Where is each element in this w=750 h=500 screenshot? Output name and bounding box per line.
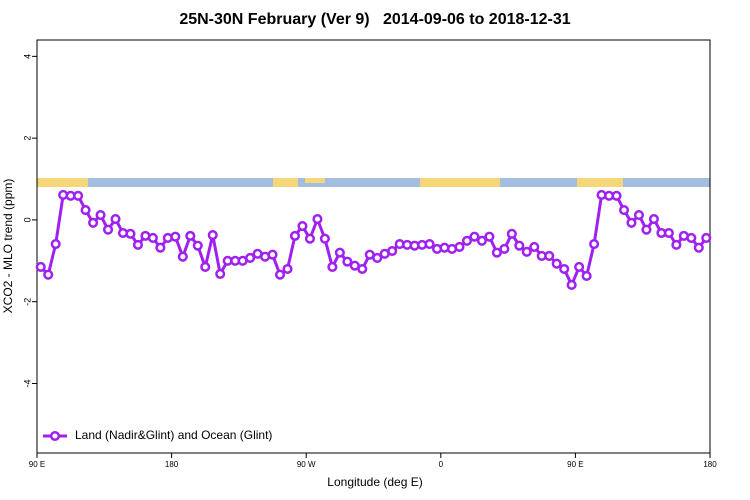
data-point xyxy=(192,240,203,251)
legend-marker xyxy=(49,430,61,442)
data-point xyxy=(566,279,577,290)
data-point xyxy=(618,205,630,216)
data-point xyxy=(581,270,592,281)
data-point xyxy=(200,261,211,272)
y-tick-label: 4 xyxy=(22,54,32,59)
data-point xyxy=(110,214,121,225)
y-tick-label: -4 xyxy=(22,379,32,387)
land-band xyxy=(577,178,623,187)
x-axis-label: Longitude (deg E) xyxy=(327,475,422,489)
data-point xyxy=(671,239,682,250)
data-point xyxy=(125,228,136,239)
data-point xyxy=(312,214,323,225)
data-point xyxy=(319,233,330,244)
data-point xyxy=(499,243,510,255)
land-band xyxy=(37,178,88,187)
land-band xyxy=(273,178,298,187)
data-point xyxy=(267,249,278,260)
y-axis-label: XCO2 - MLO trend (ppm) xyxy=(1,179,15,314)
data-point xyxy=(686,232,697,243)
data-point xyxy=(454,241,465,252)
data-point xyxy=(245,252,256,263)
legend-label: Land (Nadir&Glint) and Ocean (Glint) xyxy=(75,428,272,442)
x-tick-label: 180 xyxy=(703,460,717,469)
data-point xyxy=(297,221,308,232)
data-point xyxy=(491,247,502,258)
data-point xyxy=(611,190,622,201)
data-point xyxy=(469,231,480,242)
x-tick-label: 0 xyxy=(439,460,444,469)
land-band xyxy=(420,178,500,187)
data-point xyxy=(589,238,600,250)
data-point xyxy=(357,263,368,275)
data-point xyxy=(521,246,532,257)
data-point xyxy=(215,268,226,279)
data-point xyxy=(387,245,398,257)
data-point xyxy=(95,209,106,221)
data-point xyxy=(476,235,487,246)
ocean-band xyxy=(37,178,710,187)
data-point xyxy=(327,261,338,272)
data-point xyxy=(574,261,585,272)
data-point xyxy=(147,232,158,243)
x-tick-label: 90 W xyxy=(297,460,316,469)
data-point xyxy=(35,261,46,272)
data-point xyxy=(641,224,652,235)
y-tick-label: -2 xyxy=(22,298,32,306)
chart-title: 25N-30N February (Ver 9) 2014-09-06 to 2… xyxy=(179,11,570,28)
data-point xyxy=(43,269,54,280)
x-tick-label: 180 xyxy=(165,460,179,469)
data-point xyxy=(551,258,562,269)
data-point xyxy=(282,263,293,275)
data-point xyxy=(334,247,345,258)
land-band xyxy=(305,178,325,183)
x-tick-label: 90 E xyxy=(29,460,45,469)
data-point xyxy=(424,238,435,250)
data-point xyxy=(529,241,540,252)
data-point xyxy=(274,269,286,280)
y-tick-label: 2 xyxy=(22,136,32,141)
data-point xyxy=(304,233,315,244)
data-point xyxy=(514,240,525,251)
land-ocean-strip xyxy=(37,178,710,187)
data-point xyxy=(626,217,637,228)
x-tick-label: 90 E xyxy=(567,460,583,469)
data-point xyxy=(342,256,353,267)
data-point xyxy=(155,242,166,253)
data-point xyxy=(372,252,383,263)
data-point xyxy=(185,230,196,241)
data-point xyxy=(50,238,61,250)
plot-frame xyxy=(36,39,711,454)
data-point xyxy=(289,230,301,241)
data-point xyxy=(633,209,645,221)
data-point xyxy=(648,214,659,225)
data-point xyxy=(701,232,712,243)
data-point xyxy=(693,242,704,253)
data-point xyxy=(102,224,114,235)
data-point xyxy=(80,205,91,216)
data-point xyxy=(461,235,473,246)
data-point xyxy=(177,251,188,262)
data-point xyxy=(506,228,517,239)
data-point xyxy=(88,217,99,228)
data-point xyxy=(559,263,570,275)
data-point xyxy=(73,190,84,201)
series-line xyxy=(39,193,708,287)
data-point xyxy=(170,231,181,242)
data-point xyxy=(207,230,218,241)
data-point xyxy=(544,250,555,261)
data-point xyxy=(484,231,495,242)
y-tick-label: 0 xyxy=(22,217,32,222)
data-point xyxy=(663,227,674,239)
data-point xyxy=(132,239,143,250)
